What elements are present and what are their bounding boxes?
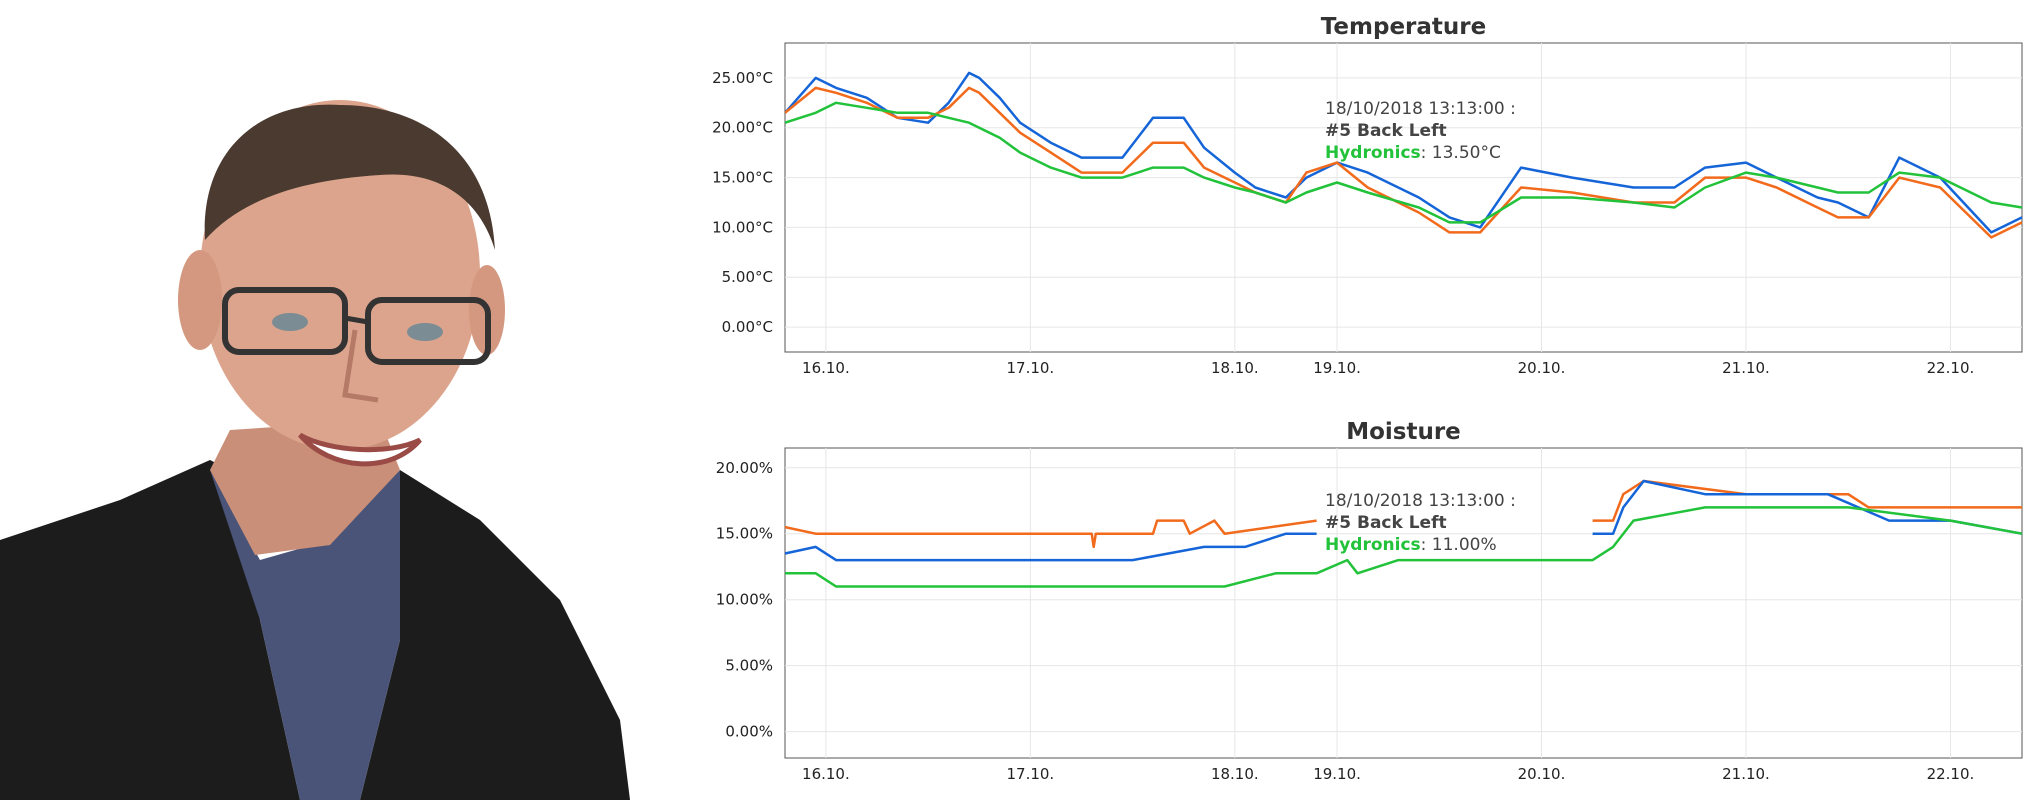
y-tick-label: 15.00% <box>716 525 773 543</box>
portrait-photo <box>0 0 640 800</box>
glasses-right-lens <box>365 297 491 365</box>
plot-frame <box>784 42 2023 353</box>
jacket-right <box>360 470 630 800</box>
tooltip-value: : 13.50°C <box>1421 143 1501 163</box>
tooltip-series-name: #5 Back Left <box>1325 513 1447 533</box>
y-tick-label: 20.00°C <box>712 119 773 137</box>
series-line-green <box>785 506 2023 588</box>
x-tick-label: 20.10. <box>1518 359 1566 377</box>
y-tick-label: 25.00°C <box>712 69 773 87</box>
tooltip-value: : 11.00% <box>1421 535 1497 555</box>
plot-frame <box>784 447 2023 759</box>
tooltip: 18/10/2018 13:13:00 :#5 Back LeftHydroni… <box>1325 491 1516 555</box>
y-tick-label: 5.00°C <box>722 268 773 286</box>
glasses-left-lens <box>222 287 348 355</box>
glasses-bridge <box>344 315 369 325</box>
x-tick-label: 22.10. <box>1927 765 1975 783</box>
x-tick-label: 21.10. <box>1722 765 1770 783</box>
x-tick-label: 17.10. <box>1006 765 1054 783</box>
mouth <box>298 432 422 467</box>
x-tick-label: 18.10. <box>1211 359 1259 377</box>
ear-left <box>178 250 222 350</box>
series-line-green <box>784 101 2023 224</box>
chart-title: Temperature <box>1321 14 1486 40</box>
x-tick-label: 21.10. <box>1722 359 1770 377</box>
tooltip: 18/10/2018 13:13:00 :#5 Back LeftHydroni… <box>1325 99 1516 163</box>
x-tick-label: 19.10. <box>1313 359 1361 377</box>
eye-right <box>407 323 443 341</box>
y-tick-label: 0.00°C <box>722 318 773 336</box>
series-line-orange <box>784 519 1317 549</box>
tooltip-value-line: Hydronics: 13.50°C <box>1325 143 1501 163</box>
y-tick-label: 5.00% <box>725 657 773 675</box>
tooltip-value-line: Hydronics: 11.00% <box>1325 535 1497 555</box>
y-tick-label: 10.00% <box>716 591 773 609</box>
x-tick-label: 22.10. <box>1927 359 1975 377</box>
x-tick-label: 19.10. <box>1313 765 1361 783</box>
x-tick-label: 20.10. <box>1518 765 1566 783</box>
hair <box>204 104 495 250</box>
tooltip-series-name-cont: Hydronics <box>1325 143 1421 163</box>
series-line-blue <box>1592 479 2023 535</box>
tooltip-time: 18/10/2018 13:13:00 : <box>1325 99 1516 119</box>
nose <box>342 329 379 403</box>
x-tick-label: 18.10. <box>1211 765 1259 783</box>
tooltip-time: 18/10/2018 13:13:00 : <box>1325 491 1516 511</box>
eye-left <box>272 313 308 331</box>
y-tick-label: 15.00°C <box>712 169 773 187</box>
x-tick-label: 17.10. <box>1006 359 1054 377</box>
chart-moisture: Moisture 0.00% 5.00% 10.00% 15.00% 20.00% 16.1… <box>716 419 2023 783</box>
jacket <box>0 460 300 800</box>
shirt <box>210 470 400 800</box>
tooltip-series-name-cont: Hydronics <box>1325 535 1421 555</box>
chart-temperature: Temperature 0.00°C 5.00°C 10.00°C 15.00°C 20.… <box>712 14 2023 377</box>
x-tick-label: 16.10. <box>802 359 850 377</box>
tooltip-series-name: #5 Back Left <box>1325 121 1447 141</box>
series-line-orange <box>784 86 2023 239</box>
chart-title: Moisture <box>1346 419 1461 445</box>
x-tick-label: 16.10. <box>802 765 850 783</box>
y-tick-label: 0.00% <box>725 723 773 741</box>
y-tick-label: 20.00% <box>716 459 773 477</box>
y-tick-label: 10.00°C <box>712 218 773 236</box>
series-line-orange <box>1592 479 2022 522</box>
series-line-blue <box>784 532 1317 562</box>
